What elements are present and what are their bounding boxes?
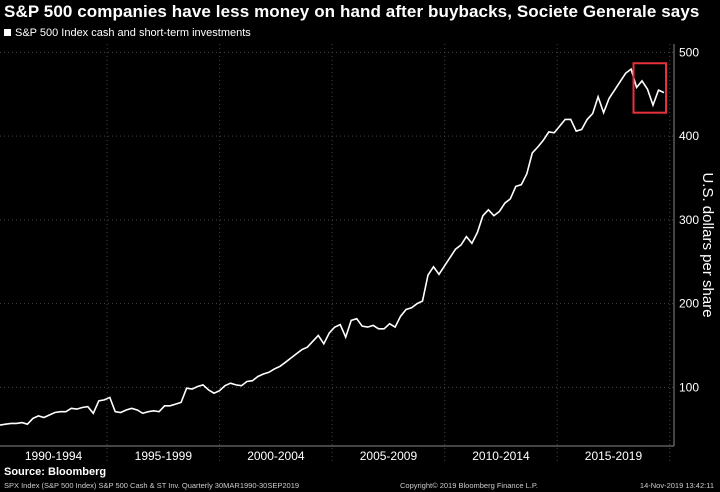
y-tick-label: 200 [679,297,699,311]
y-axis-ticks: 100 200 300 400 500 [679,45,699,394]
x-tick-label: 1995-1999 [135,449,193,463]
series-line [0,67,665,426]
x-tick-label: 2005-2009 [360,449,418,463]
y-tick-label: 500 [679,45,699,59]
legend-swatch [4,29,11,36]
y-tick-label: 400 [679,129,699,143]
highlight-box [632,62,667,114]
x-tick-label: 2015-2019 [585,449,643,463]
y-axis-label: U.S. dollars per share [699,172,716,317]
y-tick-label: 100 [679,380,699,394]
x-axis-ticks: 1990-1994 1995-1999 2000-2004 2005-2009 2010… [25,449,643,463]
gridlines [0,44,674,464]
legend: S&P 500 Index cash and short-term invest… [4,27,251,39]
x-tick-label: 2000-2004 [247,449,305,463]
x-tick-label: 2010-2014 [472,449,530,463]
legend-label: S&P 500 Index cash and short-term invest… [15,27,251,39]
footer-copyright: Copyright© 2019 Bloomberg Finance L.P. [400,481,538,490]
x-tick-label: 1990-1994 [25,449,83,463]
chart-title: S&P 500 companies have less money on han… [4,2,700,21]
footer-timestamp: 14-Nov-2019 13:42:11 [639,481,714,490]
y-tick-label: 300 [679,213,699,227]
source-note: Source: Bloomberg [4,466,107,478]
footer-security: SPX Index (S&P 500 Index) S&P 500 Cash &… [4,481,300,490]
